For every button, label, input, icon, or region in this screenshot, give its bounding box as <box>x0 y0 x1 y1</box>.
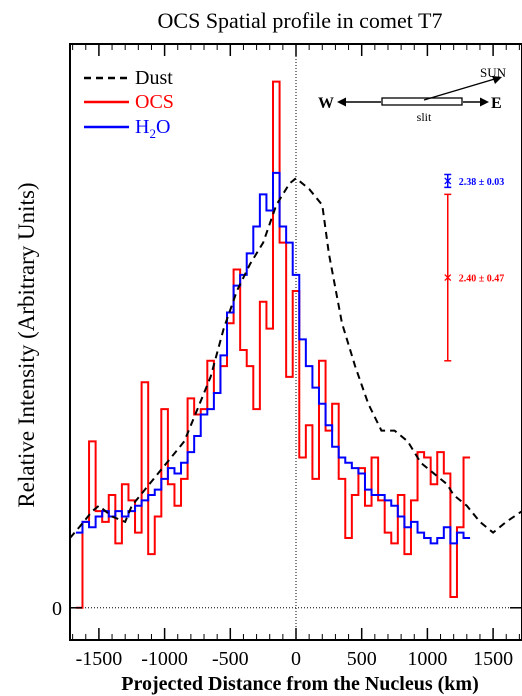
inset-sun-arrowhead <box>492 76 502 84</box>
error-bar-label: 2.38 ± 0.03 <box>459 177 505 188</box>
series-layer <box>69 80 522 609</box>
x-tick-label: 1500 <box>473 648 513 670</box>
y-tick-label: 0 <box>52 598 62 620</box>
x-tick-label: -1000 <box>141 648 188 670</box>
legend-dust-label: Dust <box>135 67 173 89</box>
x-tick-label: -1500 <box>76 648 123 670</box>
slit-orientation-inset: W E slit SUN <box>318 65 507 124</box>
inset-sun-label: SUN <box>480 65 507 80</box>
inset-sun-arrow <box>423 77 499 101</box>
inset-east-label: E <box>491 95 502 112</box>
x-tick-label: 500 <box>347 648 377 670</box>
legend-h2o-sub: 2 <box>149 126 156 141</box>
inset-arrowhead-left <box>337 97 346 107</box>
legend-h2o-tail: O <box>156 116 170 138</box>
x-tick-label: 0 <box>291 648 301 670</box>
error-bars: 2.38 ± 0.03 2.40 ± 0.47 <box>444 173 505 362</box>
series-dust-line <box>69 176 522 539</box>
error-bar-marker <box>444 177 452 185</box>
legend-ocs-label: OCS <box>135 91 174 113</box>
plot-frame <box>69 43 522 641</box>
axis-ticks: -1500 -1000 -500 0 500 1000 1500 0 <box>52 44 522 670</box>
inset-slit-rect <box>381 97 463 106</box>
legend-h2o-main: H <box>135 116 149 138</box>
inset-west-label: W <box>318 95 334 112</box>
reference-lines <box>70 44 522 640</box>
inset-arrowhead-right <box>480 97 489 107</box>
error-bar-marker <box>444 274 452 282</box>
chart-title: OCS Spatial profile in comet T7 <box>158 8 443 33</box>
error-bar-label: 2.40 ± 0.47 <box>459 274 505 285</box>
x-tick-label: -500 <box>212 648 249 670</box>
legend: Dust OCS H2O <box>84 67 174 141</box>
inset-slit-label: slit <box>417 110 432 124</box>
y-axis-label: Relative Intensity (Arbitrary Units) <box>14 182 39 507</box>
legend-h2o-label: H2O <box>135 116 170 141</box>
x-axis-label: Projected Distance from the Nucleus (km) <box>121 673 479 695</box>
x-tick-label: 1000 <box>407 648 447 670</box>
series-ocs-line <box>75 80 471 609</box>
series-h2o-line <box>75 171 471 545</box>
